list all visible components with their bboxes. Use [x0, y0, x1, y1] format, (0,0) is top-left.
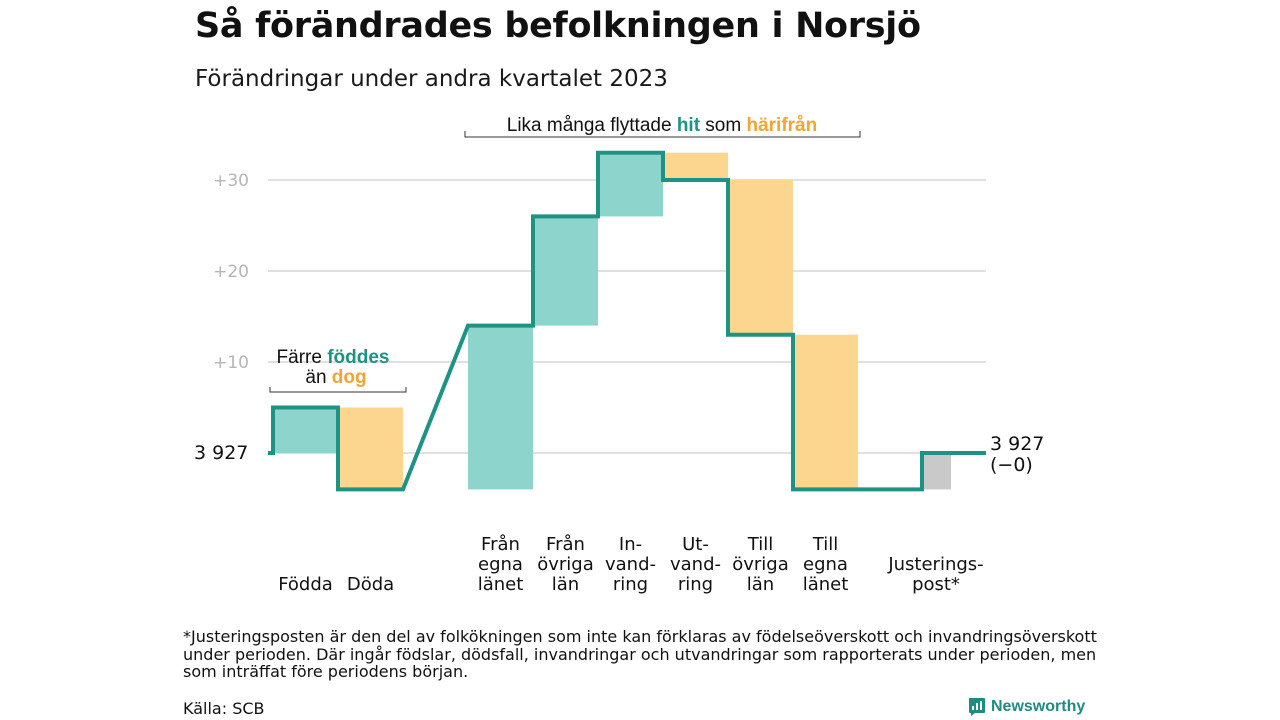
- category-label: Födda: [278, 574, 333, 595]
- y-tick-label: +10: [213, 353, 249, 373]
- category-label: egna: [478, 554, 523, 575]
- waterfall-bar: [728, 180, 793, 335]
- waterfall-bar: [793, 334, 858, 490]
- migration-annotation: Lika många flyttade hit som härifrån: [507, 115, 817, 136]
- start-value-label: 3 927: [194, 442, 248, 464]
- waterfall-bar: [922, 453, 951, 490]
- newsworthy-logo-icon: [969, 698, 985, 716]
- category-label: post*: [912, 574, 960, 595]
- category-label: egna: [803, 554, 848, 575]
- births-annotation-line2: än dog: [305, 367, 366, 388]
- y-tick-label: +30: [213, 171, 249, 191]
- category-label: län: [747, 574, 774, 595]
- category-label: länet: [478, 574, 524, 595]
- y-tick-label: +20: [213, 262, 249, 282]
- category-label: Döda: [347, 574, 394, 595]
- waterfall-bar: [338, 407, 403, 490]
- category-label: ring: [678, 574, 713, 595]
- end-value-label: (−0): [990, 454, 1033, 476]
- population-step-line: [268, 150, 986, 492]
- waterfall-bar: [273, 407, 338, 453]
- category-label: ring: [613, 574, 648, 595]
- label-layer: Födda DödaFrånegnalänetFrånövrigalänIn-va…: [194, 433, 1044, 595]
- category-label: övriga: [732, 554, 789, 575]
- brand-name: Newsworthy: [991, 698, 1086, 715]
- births-annotation-line1: Färre föddes: [277, 347, 390, 368]
- brand-logo: Newsworthy: [968, 697, 1085, 717]
- category-label: länet: [803, 574, 849, 595]
- line-layer: [268, 150, 986, 492]
- chart-subtitle: Förändringar under andra kvartalet 2023: [195, 66, 668, 92]
- category-label: vand-: [605, 554, 656, 575]
- category-label: län: [552, 574, 579, 595]
- chart-title: Så förändrades befolkningen i Norsjö: [195, 6, 921, 46]
- category-label: Från: [481, 534, 520, 555]
- category-label: Ut-: [682, 534, 709, 555]
- category-label: Till: [747, 534, 773, 555]
- source-label: Källa: SCB: [183, 699, 265, 718]
- waterfall-bar: [598, 152, 663, 217]
- footnote: *Justeringsposten är den del av folkökni…: [183, 627, 1097, 681]
- waterfall-bar: [663, 152, 728, 180]
- category-label: In-: [619, 534, 642, 555]
- category-label: vand-: [670, 554, 721, 575]
- category-label: Till: [812, 534, 838, 555]
- category-label: övriga: [537, 554, 594, 575]
- waterfall-chart: +10+20+30 Födda DödaFrånegnalänetFrånövri…: [194, 115, 1044, 595]
- waterfall-bar: [533, 216, 598, 326]
- grid-layer: +10 +20 +30: [213, 171, 986, 454]
- waterfall-bar: [468, 325, 533, 490]
- bar-layer: [273, 152, 951, 490]
- category-label: Justerings-: [887, 554, 983, 575]
- births-bracket: [269, 387, 407, 393]
- category-label: Från: [546, 534, 585, 555]
- end-value-label: 3 927: [990, 433, 1044, 455]
- migration-bracket: [464, 131, 861, 138]
